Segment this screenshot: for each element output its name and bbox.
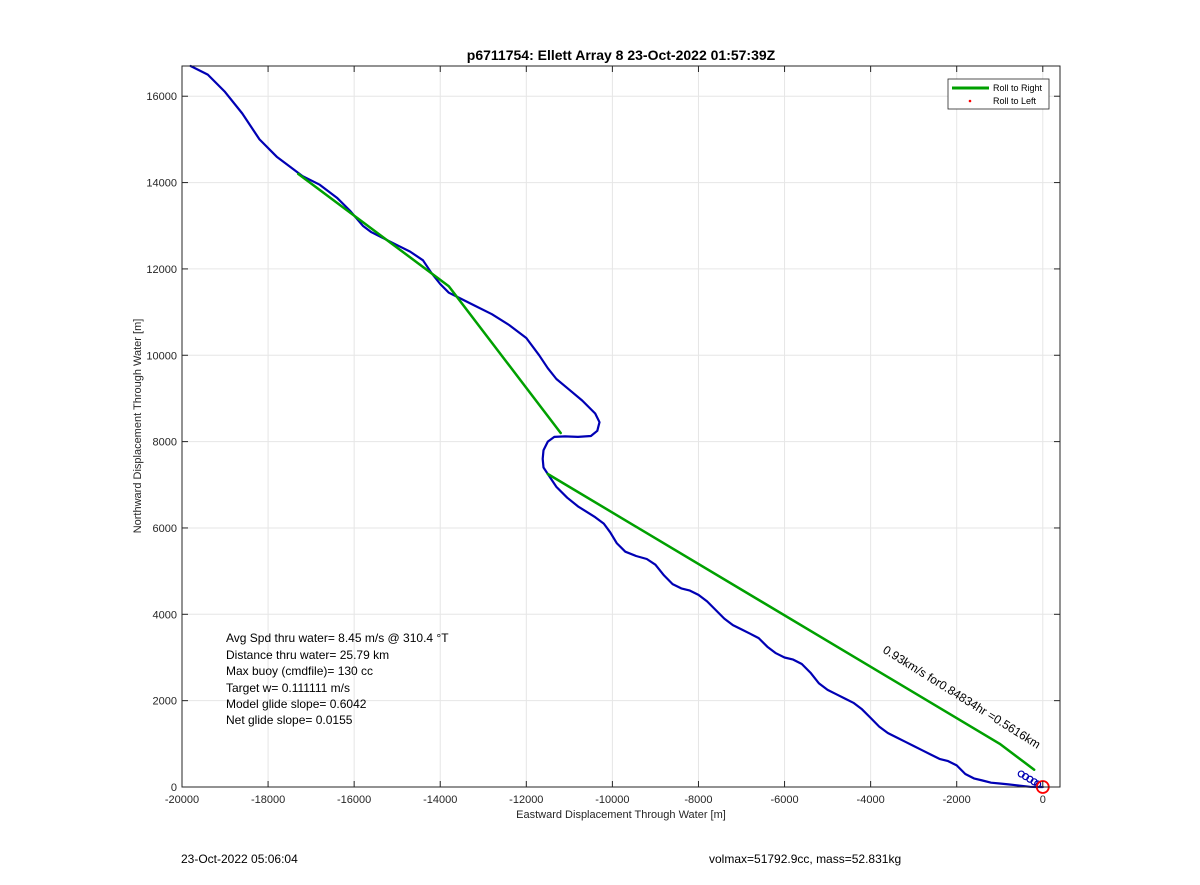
- roll-right-segment: [546, 472, 1036, 771]
- stat-target-w: Target w= 0.111111 m/s: [226, 681, 350, 695]
- y-tick-label: 8000: [153, 437, 177, 449]
- glider-track-line: [189, 64, 1044, 789]
- legend-swatch-roll-left: [968, 99, 972, 103]
- plot-area: [182, 66, 1060, 787]
- legend-label-roll-right: Roll to Right: [993, 83, 1043, 93]
- x-tick-label: -12000: [509, 794, 543, 806]
- roll-right-segment: [296, 172, 562, 435]
- x-tick-label: -4000: [857, 794, 885, 806]
- x-tick-label: -18000: [251, 794, 285, 806]
- x-tick-label: -14000: [423, 794, 457, 806]
- legend-label-roll-left: Roll to Left: [993, 96, 1037, 106]
- y-tick-label: 2000: [153, 696, 177, 708]
- stats-annotation: Avg Spd thru water= 8.45 m/s @ 310.4 °T …: [226, 631, 449, 727]
- stat-net-glide: Net glide slope= 0.0155: [226, 713, 353, 727]
- y-tick-label: 12000: [146, 264, 177, 276]
- x-tick-label: 0: [1040, 794, 1046, 806]
- y-tick-label: 4000: [153, 609, 177, 621]
- y-axis-label: Northward Displacement Through Water [m]: [132, 319, 144, 534]
- axis-ticks: -20000 -18000 -16000 -14000 -12000 -10000 -800…: [146, 66, 1060, 806]
- x-tick-label: -8000: [684, 794, 712, 806]
- y-tick-label: 16000: [146, 91, 177, 103]
- stat-avg-speed: Avg Spd thru water= 8.45 m/s @ 310.4 °T: [226, 631, 449, 645]
- y-tick-label: 14000: [146, 178, 177, 190]
- x-tick-label: -2000: [943, 794, 971, 806]
- stat-max-buoy: Max buoy (cmdfile)= 130 cc: [226, 664, 373, 678]
- stat-distance: Distance thru water= 25.79 km: [226, 648, 389, 662]
- x-tick-label: -10000: [595, 794, 629, 806]
- chart-title: p6711754: Ellett Array 8 23-Oct-2022 01:…: [467, 47, 776, 63]
- x-axis-label: Eastward Displacement Through Water [m]: [516, 809, 726, 821]
- y-tick-label: 10000: [146, 350, 177, 362]
- legend: Roll to Right Roll to Left: [947, 78, 1050, 110]
- stat-model-glide: Model glide slope= 0.6042: [226, 697, 367, 711]
- footer-mass-info: volmax=51792.9cc, mass=52.831kg: [709, 852, 902, 866]
- legend-box: [947, 78, 1050, 110]
- grid: [181, 66, 1060, 788]
- x-tick-label: -16000: [337, 794, 371, 806]
- x-tick-label: -6000: [770, 794, 798, 806]
- plot-frame: [181, 65, 1061, 788]
- y-tick-label: 6000: [153, 523, 177, 535]
- y-tick-label: 0: [171, 782, 177, 794]
- x-tick-label: -20000: [165, 794, 199, 806]
- series-group: [189, 64, 1044, 789]
- footer-timestamp: 23-Oct-2022 05:06:04: [181, 852, 298, 866]
